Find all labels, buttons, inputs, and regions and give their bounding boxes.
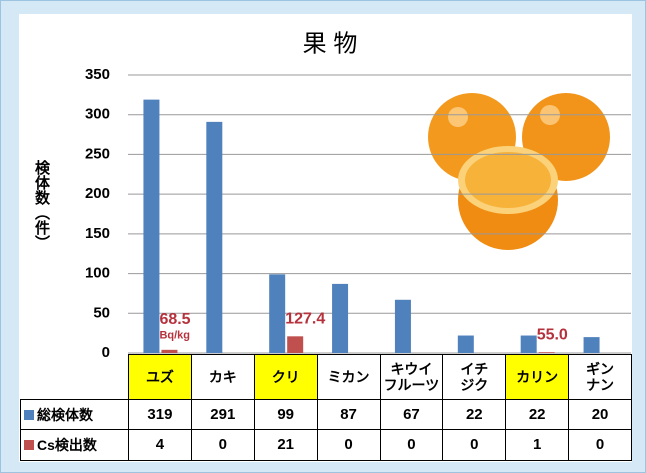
y-tick-label: 200 (85, 185, 110, 202)
series-label-cell: 総検体数 (21, 400, 129, 430)
value-cell: 1 (506, 430, 569, 461)
value-cell: 21 (254, 430, 317, 461)
annotation: 68.5 (159, 311, 190, 328)
header-row: ユズカキクリミカンキウイ フルーツイチ ジクカリンギン ナン (21, 355, 632, 400)
legend-swatch (24, 440, 34, 450)
value-cell: 0 (191, 430, 254, 461)
value-cell: 4 (129, 430, 192, 461)
y-tick-label: 300 (85, 106, 110, 123)
value-cell: 0 (443, 430, 506, 461)
bar (458, 336, 474, 353)
category-cell: ギン ナン (569, 355, 632, 400)
value-cell: 0 (569, 430, 632, 461)
category-cell: クリ (254, 355, 317, 400)
y-tick-label: 250 (85, 145, 110, 162)
annotation: 127.4 (285, 311, 325, 328)
chart-title: 果 物 (303, 30, 358, 57)
value-cell: 291 (191, 400, 254, 430)
bar (521, 336, 537, 353)
category-cell: ユズ (129, 355, 192, 400)
legend-label: 総検体数 (37, 407, 93, 423)
legend-label: Cs検出数 (37, 437, 97, 453)
value-cell: 22 (506, 400, 569, 430)
bar (161, 350, 177, 353)
legend-swatch (24, 410, 34, 420)
y-tick-label: 50 (93, 304, 110, 321)
category-cell: イチ ジク (443, 355, 506, 400)
value-cell: 99 (254, 400, 317, 430)
y-tick-label: 150 (85, 225, 110, 242)
bar (332, 284, 348, 353)
y-tick-label: 350 (85, 66, 110, 83)
annotation: 55.0 (537, 326, 568, 343)
y-axis-label: 検体数（件） (32, 160, 50, 250)
bar (143, 100, 159, 353)
orange-illustration (428, 93, 610, 250)
value-cell: 87 (317, 400, 380, 430)
bar (395, 300, 411, 353)
annotation-unit: Bq/kg (159, 330, 190, 342)
bar (206, 122, 222, 353)
value-cell: 0 (380, 430, 443, 461)
bar (269, 274, 285, 353)
bar (584, 337, 600, 353)
bar (287, 336, 303, 353)
value-cell: 20 (569, 400, 632, 430)
category-cell: カリン (506, 355, 569, 400)
bar (539, 352, 555, 353)
value-cell: 22 (443, 400, 506, 430)
value-cell: 319 (129, 400, 192, 430)
category-cell: キウイ フルーツ (380, 355, 443, 400)
value-cell: 67 (380, 400, 443, 430)
corner-cell (21, 355, 129, 400)
category-cell: ミカン (317, 355, 380, 400)
value-cell: 0 (317, 430, 380, 461)
category-cell: カキ (191, 355, 254, 400)
series-label-cell: Cs検出数 (21, 430, 129, 461)
y-tick-label: 100 (85, 265, 110, 282)
